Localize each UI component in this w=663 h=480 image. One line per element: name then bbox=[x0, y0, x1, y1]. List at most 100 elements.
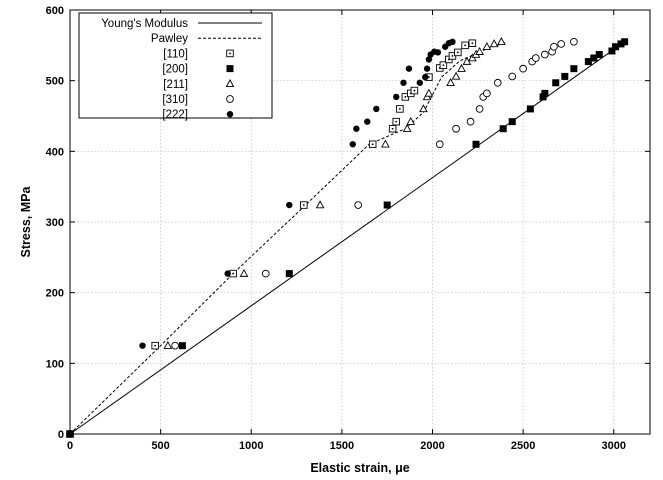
point-222 bbox=[449, 38, 456, 45]
point-222 bbox=[416, 79, 424, 86]
point-200 bbox=[561, 72, 569, 80]
point-110 bbox=[410, 86, 419, 95]
point-310 bbox=[493, 78, 502, 87]
point-310 bbox=[508, 72, 517, 81]
point-211 bbox=[406, 116, 416, 125]
point-222 bbox=[423, 65, 431, 72]
point-310 bbox=[475, 105, 484, 113]
point-200 bbox=[617, 40, 625, 48]
point-222 bbox=[434, 49, 442, 56]
point-200 bbox=[472, 140, 480, 148]
y-axis-label: Stress, MPa bbox=[19, 186, 33, 258]
point-222 bbox=[373, 105, 380, 113]
point-200 bbox=[621, 38, 629, 46]
x-tick-label: 0 bbox=[67, 440, 73, 452]
legend-box bbox=[78, 12, 273, 119]
point-110 bbox=[151, 341, 159, 350]
y-tick-label: 500 bbox=[46, 76, 64, 88]
y-tick-label: 400 bbox=[46, 146, 64, 158]
point-222 bbox=[422, 73, 429, 81]
point-211 bbox=[475, 46, 484, 55]
point-200 bbox=[570, 65, 578, 73]
x-tick-label: 1000 bbox=[239, 440, 263, 452]
legend-label: Pawley bbox=[151, 33, 188, 45]
point-200 bbox=[508, 118, 516, 126]
point-222 bbox=[353, 125, 360, 132]
point-200 bbox=[541, 89, 549, 97]
point-211 bbox=[419, 104, 428, 113]
point-200 bbox=[526, 105, 534, 113]
point-211 bbox=[424, 88, 434, 97]
x-tick-label: 2000 bbox=[420, 440, 444, 452]
point-310 bbox=[171, 341, 179, 350]
point-110 bbox=[439, 61, 448, 69]
point-110 bbox=[368, 140, 377, 149]
point-200 bbox=[285, 270, 293, 278]
y-tick-label: 0 bbox=[58, 429, 64, 441]
point-110 bbox=[461, 41, 469, 50]
point-310 bbox=[531, 54, 540, 62]
point-200 bbox=[584, 58, 592, 66]
x-tick-label: 2500 bbox=[511, 440, 535, 452]
x-axis-label: Elastic strain, μe bbox=[310, 461, 409, 475]
point-211 bbox=[497, 37, 506, 46]
point-211 bbox=[381, 139, 390, 148]
y-tick-label: 300 bbox=[46, 217, 64, 229]
y-tick-label: 100 bbox=[46, 358, 64, 370]
point-222 bbox=[364, 118, 371, 125]
point-211 bbox=[451, 71, 461, 80]
point-211 bbox=[446, 78, 455, 87]
legend-label: [222] bbox=[162, 109, 188, 121]
point-200 bbox=[499, 125, 507, 133]
x-tick-label: 500 bbox=[151, 440, 169, 452]
point-110 bbox=[392, 117, 401, 126]
point-211 bbox=[402, 123, 412, 132]
point-110 bbox=[388, 124, 397, 133]
point-211 bbox=[315, 200, 325, 209]
point-310 bbox=[483, 89, 491, 98]
x-tick-label: 3000 bbox=[602, 440, 626, 452]
y-tick-label: 600 bbox=[46, 5, 64, 17]
point-211 bbox=[489, 39, 499, 48]
point-200 bbox=[595, 51, 603, 59]
point-110 bbox=[396, 105, 404, 113]
point-200 bbox=[590, 54, 598, 62]
point-310 bbox=[354, 201, 363, 209]
legend-marker bbox=[226, 111, 234, 118]
point-222 bbox=[286, 201, 293, 209]
point-222 bbox=[405, 65, 413, 72]
point-200 bbox=[612, 43, 620, 51]
legend-marker bbox=[226, 95, 234, 103]
point-200 bbox=[552, 79, 560, 87]
point-310 bbox=[550, 42, 558, 51]
point-222 bbox=[224, 270, 231, 277]
legend-label: Young's Modulus bbox=[101, 18, 188, 30]
point-211 bbox=[163, 340, 173, 349]
legend-marker bbox=[226, 65, 234, 73]
point-310 bbox=[261, 269, 270, 278]
point-310 bbox=[435, 140, 444, 149]
point-222 bbox=[400, 79, 407, 86]
pawley-line bbox=[69, 42, 506, 435]
legend-marker bbox=[226, 49, 234, 58]
point-222 bbox=[139, 342, 146, 349]
legend-label: [110] bbox=[163, 48, 188, 60]
point-310 bbox=[557, 40, 566, 48]
point-310 bbox=[452, 124, 460, 133]
point-222 bbox=[393, 93, 400, 101]
legend-marker bbox=[225, 79, 235, 88]
point-110 bbox=[468, 39, 477, 47]
legend-label: [200] bbox=[162, 64, 188, 76]
legend: Young's Modulus Pawley [110] [200] [211] [310… bbox=[78, 12, 273, 121]
x-tick-label: 1500 bbox=[330, 440, 354, 452]
point-310 bbox=[570, 37, 578, 46]
point-222 bbox=[425, 56, 433, 63]
point-200 bbox=[178, 342, 186, 350]
legend-label: [211] bbox=[163, 79, 188, 91]
point-222 bbox=[349, 141, 356, 148]
point-200 bbox=[608, 47, 616, 55]
point-layer bbox=[65, 37, 629, 438]
y-tick-label: 200 bbox=[46, 288, 64, 300]
point-110 bbox=[300, 201, 308, 209]
